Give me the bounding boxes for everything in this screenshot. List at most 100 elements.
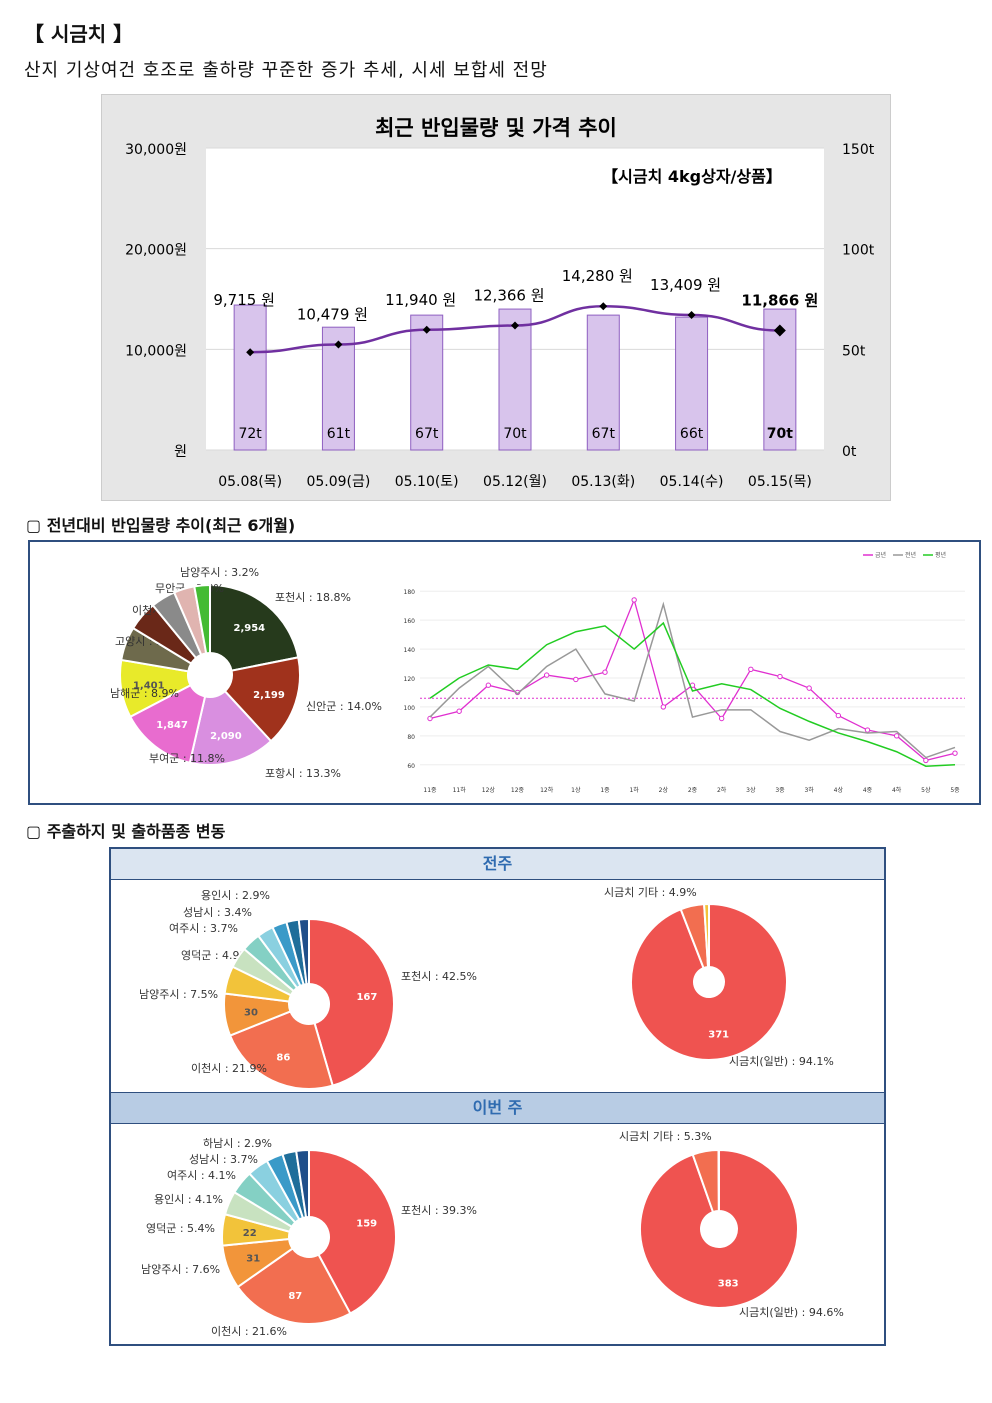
volume-label: 67t: [592, 426, 616, 442]
volume-label: 70t: [767, 426, 793, 442]
x-tick: 05.09(금): [306, 474, 370, 490]
volume-bar: [675, 316, 709, 451]
pie-slice: [295, 1148, 310, 1219]
pie-label: 부여군 : 11.8%: [149, 752, 225, 765]
series-line: [429, 601, 956, 759]
legend-label: 평년: [935, 551, 946, 559]
page-subtitle: 산지 기상여건 호조로 출하량 꾸준한 증가 추세, 시세 보합세 전망: [24, 60, 548, 81]
x-tick: 05.08(목): [218, 474, 282, 490]
pie-slice: [308, 917, 395, 1087]
x-tick: 4상: [834, 786, 844, 794]
y-tick: 80: [407, 734, 415, 741]
chart-title: 최근 반입물량 및 가격 추이: [375, 116, 617, 140]
series-point: [864, 727, 871, 733]
pie-label: 포천시 : 39.3%: [401, 1203, 477, 1217]
pie-inner-label: 22: [243, 1228, 257, 1239]
pie-slice: [209, 583, 300, 672]
x-tick: 05.14(수): [660, 474, 724, 490]
y-tick-left: 20,000원: [125, 243, 187, 259]
pie-slice: [703, 902, 710, 969]
x-tick: 5중: [950, 787, 960, 794]
pie-inner-label: 31: [246, 1254, 260, 1265]
price-label: 11,940 원: [385, 291, 456, 309]
y-tick: 180: [404, 589, 416, 596]
pie-label: 이천시 : 21.9%: [191, 1061, 267, 1075]
pie-inner-label: 167: [356, 992, 377, 1003]
shipping-box: 전주 167 포천시 : 42.5% 86 이천시 : 21.9% 30 남양주시 : 7…: [109, 847, 886, 1346]
x-tick: 12하: [540, 786, 554, 794]
origin-pie-chart: 2,954 포천시 : 18.8% 2,199 신안군 : 14.0% 2,090 포항시…: [110, 566, 382, 780]
price-label: 13,409 원: [650, 276, 721, 294]
prev-week-origin-pie: 167 포천시 : 42.5% 86 이천시 : 21.9% 30 남양주시 : 7.5%…: [139, 889, 477, 1090]
pie-inner-label: 159: [356, 1218, 377, 1229]
pie-label: 남양주시 : 3.2%: [180, 566, 259, 579]
page-title: 【 시금치 】: [24, 22, 134, 46]
prev-week-variety-pie: 371 시금치(일반) : 94.1% 시금치 기타 : 4.9%: [604, 886, 834, 1068]
x-tick: 3중: [775, 787, 785, 794]
pie-slice: [223, 656, 301, 743]
pie-slice: [639, 1148, 799, 1309]
x-tick: 3하: [804, 786, 814, 794]
x-tick: 12상: [482, 786, 496, 794]
pie-label: 시금치 기타 : 5.3%: [619, 1130, 712, 1143]
x-tick: 1중: [600, 787, 610, 794]
this-week-origin-pie: 159 포천시 : 39.3% 87 이천시 : 21.6% 31 남양주시 : 7.6%…: [141, 1136, 477, 1338]
pie-inner-label: 86: [276, 1053, 290, 1064]
pie-inner-label: 1,847: [156, 720, 188, 731]
y-tick: 140: [404, 647, 416, 654]
volume-label: 61t: [327, 426, 351, 442]
series-point: [952, 750, 958, 756]
legend-label: 전년: [905, 551, 916, 559]
x-tick: 4하: [892, 786, 902, 794]
pie-slice: [297, 917, 310, 986]
series-point: [602, 669, 608, 675]
price-point: [422, 325, 431, 334]
pie-label: 영덕군 : 4.9%: [181, 949, 250, 962]
series-point: [748, 666, 754, 673]
x-tick: 05.12(월): [483, 474, 547, 490]
y-tick-left: 원: [174, 444, 187, 460]
volume-bar: [410, 314, 444, 451]
pie-inner-label: 2,090: [210, 731, 242, 742]
pie-label: 용인시 : 4.1%: [154, 1193, 223, 1206]
chart-subtitle: 【시금치 4kg상자/상품】: [602, 167, 782, 186]
price-label: 11,866 원: [741, 292, 818, 310]
pie-label: 시금치(일반) : 94.1%: [729, 1054, 834, 1068]
pie-slice: [228, 1010, 334, 1090]
pie-inner-label: 30: [244, 1007, 258, 1018]
x-tick: 3상: [746, 786, 756, 794]
x-tick: 11중: [423, 787, 437, 794]
price-label: 9,715 원: [213, 291, 275, 309]
x-tick: 5상: [921, 786, 931, 794]
pie-label: 하남시 : 2.9%: [203, 1136, 272, 1150]
panel-header-prev-week: 전주: [111, 849, 884, 880]
section-yoy-title: ▢ 전년대비 반입물량 추이(최근 6개월): [26, 516, 296, 535]
volume-label: 66t: [680, 426, 704, 442]
pie-label: 포천시 : 18.8%: [275, 590, 351, 604]
series-point: [456, 708, 462, 714]
x-tick: 05.15(목): [748, 474, 812, 490]
series-point: [777, 673, 783, 680]
pie-label: 남양주시 : 7.6%: [141, 1263, 220, 1276]
series-point: [543, 672, 550, 678]
series-point: [893, 733, 900, 739]
series-line: [429, 597, 956, 762]
x-tick: 12중: [511, 787, 525, 794]
price-label: 14,280 원: [562, 267, 633, 285]
x-tick: 11하: [453, 786, 467, 794]
this-week-variety-pie: 383 시금치(일반) : 94.6% 시금치 기타 : 5.3%: [619, 1130, 844, 1319]
y-tick-right: 0t: [842, 444, 857, 460]
volume-label: 67t: [415, 426, 439, 442]
volume-bar: [233, 304, 267, 451]
pie-inner-label: 383: [718, 1279, 739, 1290]
pie-inner-label: 371: [708, 1030, 729, 1041]
pie-label: 시금치(일반) : 94.6%: [739, 1305, 844, 1319]
y-tick: 160: [404, 618, 416, 625]
pie-slice: [630, 902, 788, 1061]
pie-label: 이천시 : 21.6%: [211, 1324, 287, 1338]
pie-label: 성남시 : 3.7%: [189, 1153, 258, 1166]
x-tick: 4중: [863, 787, 873, 794]
series-point: [806, 685, 812, 691]
volume-bar: [763, 308, 797, 451]
pie-label: 포천시 : 42.5%: [401, 969, 477, 983]
